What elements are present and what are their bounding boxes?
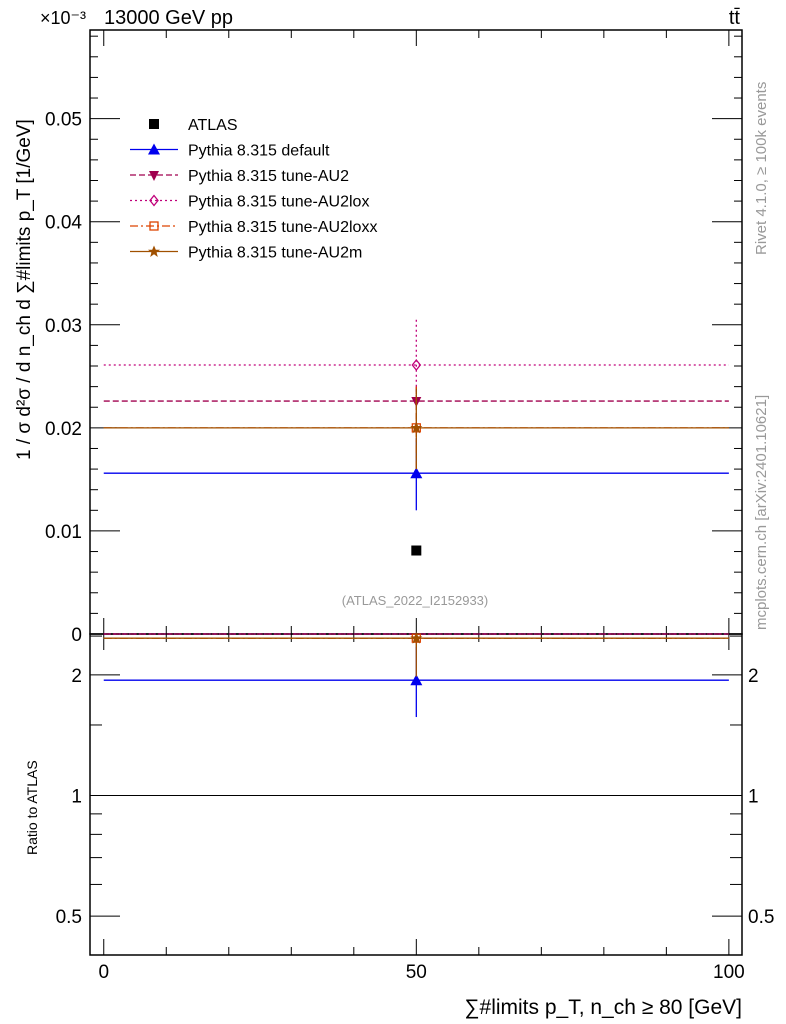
legend-marker-1 <box>148 143 160 155</box>
legend-marker-4 <box>149 221 159 231</box>
x-tick-label: 50 <box>406 962 427 983</box>
y-tick-label: 0.04 <box>45 213 82 234</box>
ratio-tick-label-right: 0.5 <box>748 907 774 928</box>
legend-marker-5 <box>148 245 160 257</box>
legend-label-2: Pythia 8.315 tune-AU2 <box>188 168 349 185</box>
ratio-tick-label: 0.5 <box>56 907 82 928</box>
y-tick-label: 0 <box>71 625 82 646</box>
series-5-ratio-marker <box>410 632 423 644</box>
side-label-rivet: Rivet 4.1.0, ≥ 100k events <box>753 82 770 255</box>
legend-label-4: Pythia 8.315 tune-AU2loxx <box>188 219 377 236</box>
ratio-tick-label: 1 <box>71 787 82 808</box>
legend-label-3: Pythia 8.315 tune-AU2lox <box>188 194 369 211</box>
y-tick-label: 0.01 <box>45 522 82 543</box>
legend-marker-3 <box>149 194 159 207</box>
series-1-ratio-marker <box>410 674 423 686</box>
ratio-axis-label: Ratio to ATLAS <box>24 760 40 855</box>
title-right: tt̄ <box>729 7 741 29</box>
title-left: 13000 GeV pp <box>104 7 233 29</box>
legend-label-1: Pythia 8.315 default <box>188 143 330 160</box>
y-tick-label: 0.05 <box>45 110 82 131</box>
ratio-tick-label-right: 1 <box>748 787 759 808</box>
exponent-label: ×10⁻³ <box>40 8 86 28</box>
x-tick-label: 0 <box>98 962 109 983</box>
series-1-marker <box>410 467 423 479</box>
x-axis-label: ∑#limits p_T, n_ch ≥ 80 [GeV] <box>465 996 742 1019</box>
ratio-tick-label: 2 <box>71 666 82 687</box>
legend-marker-2 <box>149 171 159 181</box>
series-0-marker <box>411 545 422 556</box>
legend-label-0: ATLAS <box>188 117 238 134</box>
y-tick-label: 0.03 <box>45 316 82 337</box>
series-3-marker <box>411 358 422 372</box>
legend-label-5: Pythia 8.315 tune-AU2m <box>188 245 362 262</box>
side-label-mcplots: mcplots.cern.ch [arXiv:2401.10621] <box>753 395 770 630</box>
y-tick-label: 0.02 <box>45 419 82 440</box>
analysis-label: (ATLAS_2022_I2152933) <box>342 593 488 608</box>
legend-marker-0 <box>149 119 159 129</box>
y-axis-label: 1 / σ d²σ / d n_ch d ∑#limits p_T [1/GeV… <box>14 119 35 460</box>
series-5-marker <box>410 421 423 434</box>
ratio-tick-label-right: 2 <box>748 666 759 687</box>
x-tick-label: 100 <box>713 962 745 983</box>
